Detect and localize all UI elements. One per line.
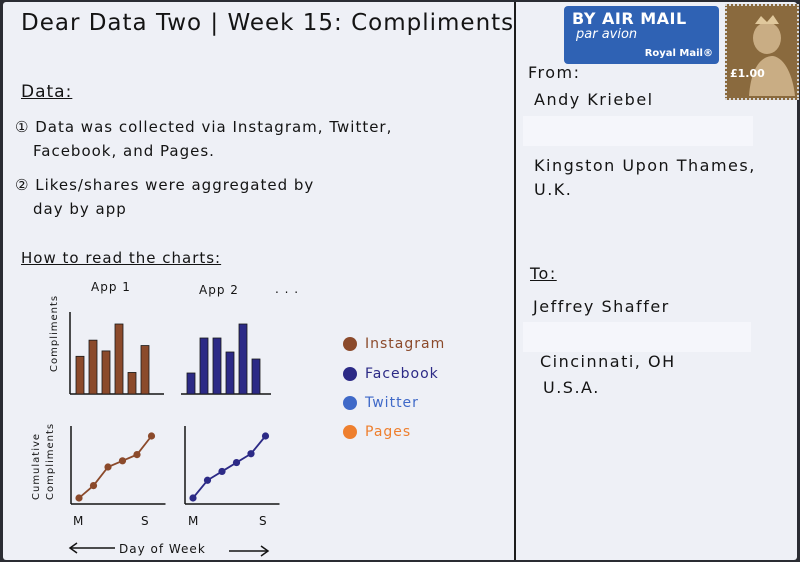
app2-bar-chart-bar — [212, 337, 222, 395]
app1-cumulative-chart-point — [75, 494, 83, 502]
to-country: U.S.A. — [543, 378, 600, 397]
from-country: U.K. — [534, 180, 573, 199]
example-charts — [68, 312, 280, 557]
app2-cumulative-chart-point — [232, 458, 241, 467]
from-label: From: — [528, 63, 581, 82]
legend-item-twitter: Twitter — [343, 393, 419, 413]
facebook-dot-icon — [343, 367, 357, 381]
legend-item-instagram: Instagram — [343, 334, 445, 354]
app1-bar-chart-bar — [114, 323, 124, 395]
app1-bar-chart-bar — [140, 345, 150, 395]
axis-caption: Day of Week — [119, 542, 206, 556]
postcard-divider — [514, 2, 516, 560]
instagram-dot-icon — [343, 337, 357, 351]
app2-cumulative-chart-point — [247, 450, 255, 458]
app2-cumulative-chart-point — [203, 476, 212, 484]
legend-item-pages: Pages — [343, 422, 411, 442]
pages-dot-icon — [343, 425, 357, 439]
app1-bar-chart-bar — [75, 355, 85, 395]
legend-label: Instagram — [365, 336, 446, 352]
app1-cumulative-chart-point — [104, 463, 112, 471]
app2-label: App 2 — [199, 283, 239, 297]
more-apps-ellipsis: . . . — [275, 282, 300, 296]
app1-bar-chart-bar — [101, 350, 111, 395]
app1-cumulative-chart-point — [133, 451, 141, 459]
how-to-read-heading: How to read the charts: — [21, 249, 222, 267]
data-point-2-line-1: ② Likes/shares were aggregated by — [15, 176, 315, 194]
postcard: Dear Data Two | Week 15: Compliments Dat… — [3, 2, 799, 560]
app2-bar-chart-bar — [238, 323, 248, 395]
data-point-1-line-1: ① Data was collected via Instagram, Twit… — [15, 118, 393, 136]
x-start-label-app1: M — [73, 514, 85, 528]
royal-mail-text: Royal Mail® — [644, 48, 713, 59]
twitter-dot-icon — [343, 396, 357, 410]
app2-cumulative-chart-point — [218, 467, 226, 476]
app2-cumulative-chart-line — [192, 435, 267, 499]
app2-bar-chart-bar — [186, 372, 196, 395]
x-start-label-app2: M — [188, 514, 200, 528]
queen-silhouette-icon — [749, 15, 795, 96]
to-label: To: — [530, 264, 557, 283]
legend-label: Pages — [365, 424, 412, 440]
app1-cumulative-chart-point — [118, 457, 127, 465]
data-heading: Data: — [21, 82, 73, 102]
app2-cumulative-chart-point — [261, 432, 270, 440]
app1-cumulative-chart-point — [147, 432, 156, 440]
legend-label: Facebook — [365, 366, 439, 382]
x-end-label-app2: S — [259, 514, 268, 528]
data-point-1-line-2: Facebook, and Pages. — [33, 142, 215, 160]
app2-bar-chart-bar — [199, 337, 209, 395]
app2-bar-chart-bar — [225, 351, 235, 395]
app1-cumulative-chart-point — [89, 482, 98, 490]
app2-cumulative-chart-point — [189, 494, 197, 502]
to-city: Cincinnati, OH — [540, 352, 676, 371]
stamp-value: £1.00 — [730, 67, 765, 80]
legend-item-facebook: Facebook — [343, 364, 439, 384]
redacted-address-line — [523, 322, 751, 352]
postage-stamp: £1.00 — [725, 4, 799, 100]
axis-arrowhead-left — [68, 542, 78, 554]
from-name: Andy Kriebel — [534, 90, 654, 109]
axis-arrowhead-right — [260, 545, 270, 557]
airmail-line-2: par avion — [576, 27, 638, 42]
x-end-label-app1: S — [141, 514, 150, 528]
page-title: Dear Data Two | Week 15: Compliments — [21, 10, 515, 36]
app1-label: App 1 — [91, 280, 131, 294]
app2-bar-chart-bar — [251, 358, 261, 395]
app1-bar-chart-bar — [88, 339, 98, 395]
data-point-2-line-2: day by app — [33, 200, 127, 218]
airmail-line-1: BY AIR MAIL — [572, 9, 687, 28]
airmail-label: BY AIR MAIL par avion Royal Mail® — [564, 6, 719, 64]
from-city: Kingston Upon Thames, — [534, 156, 756, 175]
app1-bar-chart-bar — [127, 372, 137, 395]
to-name: Jeffrey Shaffer — [533, 297, 670, 316]
app1-cumulative-chart-line — [78, 435, 153, 499]
redacted-address-line — [523, 116, 753, 146]
legend-label: Twitter — [365, 395, 419, 411]
